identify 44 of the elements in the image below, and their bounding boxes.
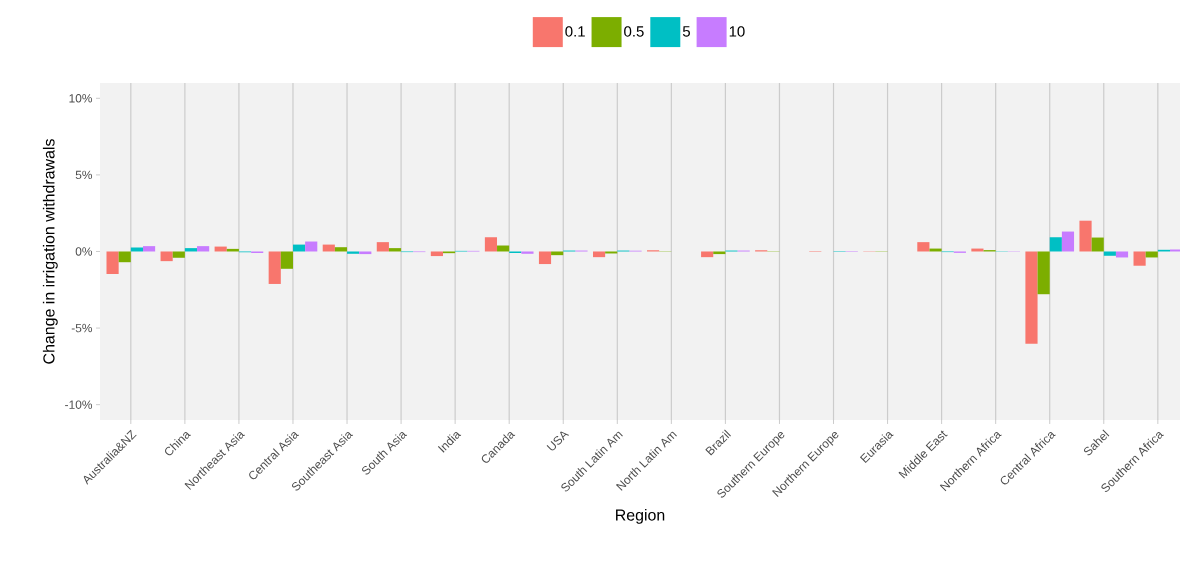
legend-label: 0.1: [565, 26, 585, 37]
bar: [268, 251, 281, 284]
x-axis-title: Region: [616, 508, 665, 524]
bar: [551, 251, 564, 256]
bar: [1103, 251, 1116, 256]
bar: [1049, 237, 1062, 252]
bar: [172, 251, 185, 258]
bar: [359, 251, 372, 255]
bar: [1025, 251, 1038, 344]
bar: [280, 251, 293, 269]
bar: [538, 251, 552, 265]
bar: [197, 246, 210, 252]
bar: [521, 251, 534, 254]
y-tick-label: 0%: [75, 247, 93, 256]
bar: [1061, 231, 1075, 252]
y-tick-label: -10%: [65, 400, 93, 409]
legend-label: 5: [682, 26, 690, 37]
y-tick-label: 10%: [69, 94, 93, 103]
bar: [430, 251, 443, 257]
bar: [106, 251, 119, 275]
y-axis-title: Change in irrigation withdrawals: [42, 139, 58, 364]
bar: [1091, 237, 1104, 252]
bar: [484, 237, 498, 252]
bar: [701, 251, 714, 258]
bar: [713, 251, 726, 255]
bar: [917, 242, 930, 252]
y-tick-label: 5%: [75, 170, 93, 180]
bar: [1145, 251, 1158, 258]
x-tick-label: USA: [546, 431, 570, 451]
legend-label: 0.5: [624, 26, 644, 37]
bar: [1169, 249, 1180, 252]
bar: [376, 242, 389, 252]
bar: [142, 246, 156, 252]
legend-label: 10: [729, 26, 745, 37]
bar: [1115, 251, 1129, 258]
bar: [347, 251, 360, 254]
bar: [592, 251, 606, 258]
bar: [1037, 251, 1050, 295]
bar: [1133, 251, 1146, 266]
y-tick-label: -5%: [71, 323, 93, 333]
bar: [160, 251, 173, 262]
bar: [1079, 220, 1092, 252]
bar: [334, 247, 348, 252]
bar: [118, 251, 131, 263]
